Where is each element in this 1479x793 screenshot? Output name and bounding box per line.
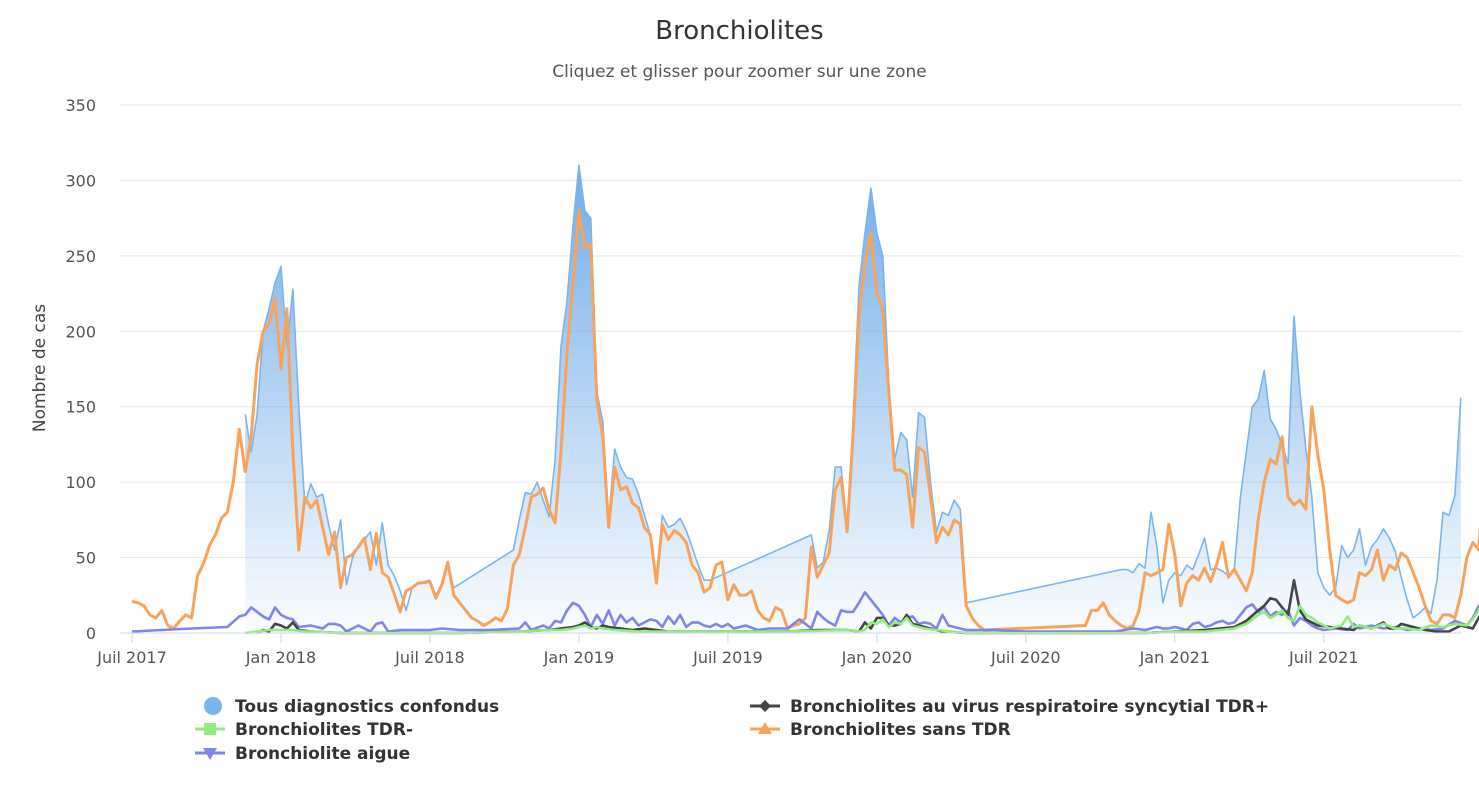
legend-item[interactable]: Tous diagnostics confondus: [204, 697, 499, 717]
x-tick-label: Juil 2020: [990, 648, 1061, 667]
legend-marker-square-icon: [204, 723, 216, 735]
x-axis: Juil 2017 Jan 2018 Juil 2018 Jan 2019 Juil 2…: [96, 632, 1462, 667]
y-tick-label: 100: [65, 473, 96, 492]
series-line[interactable]: [131, 591, 1479, 633]
legend-item[interactable]: Bronchiolites au virus respiratoire sync…: [750, 697, 1269, 717]
series-area[interactable]: [245, 165, 1461, 634]
x-tick-label: Jan 2019: [543, 648, 614, 667]
legend-label: Tous diagnostics confondus: [235, 697, 499, 717]
x-tick-label: Juil 2017: [96, 648, 167, 667]
series-bronchiolites-sans-tdr[interactable]: [131, 209, 1479, 632]
legend-marker-circle-icon: [204, 697, 222, 715]
legend-label: Bronchiolites au virus respiratoire sync…: [790, 697, 1269, 717]
y-tick-label: 350: [65, 96, 96, 115]
legend-item[interactable]: Bronchiolite aigue: [195, 744, 410, 764]
chart-subtitle: Cliquez et glisser pour zoomer sur une z…: [552, 62, 927, 82]
series-line[interactable]: [131, 209, 1479, 632]
legend-item[interactable]: Bronchiolites TDR-: [195, 720, 413, 740]
x-tick-label: Jan 2020: [841, 648, 912, 667]
series-line[interactable]: [245, 597, 1479, 635]
y-tick-label: 50: [76, 549, 96, 568]
legend-marker-triangle-down-icon: [203, 748, 217, 760]
legend[interactable]: Tous diagnostics confondus Bronchiolites …: [195, 697, 1269, 764]
legend-marker-diamond-icon: [759, 700, 771, 712]
y-axis: 0 50 100 150 200 250 300 350: [65, 96, 96, 643]
legend-marker-triangle-icon: [758, 722, 772, 734]
plot-area[interactable]: [131, 164, 1479, 635]
legend-label: Bronchiolites TDR-: [235, 720, 413, 740]
x-tick-label: Juil 2018: [394, 648, 465, 667]
chart-title: Bronchiolites: [655, 16, 824, 46]
y-tick-label: 250: [65, 247, 96, 266]
legend-item[interactable]: Bronchiolites sans TDR: [750, 720, 1011, 740]
x-tick-label: Juil 2019: [692, 648, 763, 667]
x-tick-label: Juil 2021: [1288, 648, 1359, 667]
series-bronchiolite-aigue[interactable]: [131, 591, 1479, 633]
x-tick-label: Jan 2021: [1139, 648, 1210, 667]
y-axis-title: Nombre de cas: [30, 304, 50, 432]
y-tick-label: 0: [86, 624, 96, 643]
y-tick-label: 150: [65, 398, 96, 417]
x-tick-label: Jan 2018: [245, 648, 316, 667]
y-tick-label: 200: [65, 322, 96, 341]
series-bronchiolites-tdr[interactable]: [245, 597, 1479, 635]
legend-label: Bronchiolites sans TDR: [790, 720, 1011, 740]
series-tous-diagnostics-confondus[interactable]: [244, 164, 1462, 634]
y-tick-label: 300: [65, 171, 96, 190]
legend-label: Bronchiolite aigue: [235, 744, 410, 764]
